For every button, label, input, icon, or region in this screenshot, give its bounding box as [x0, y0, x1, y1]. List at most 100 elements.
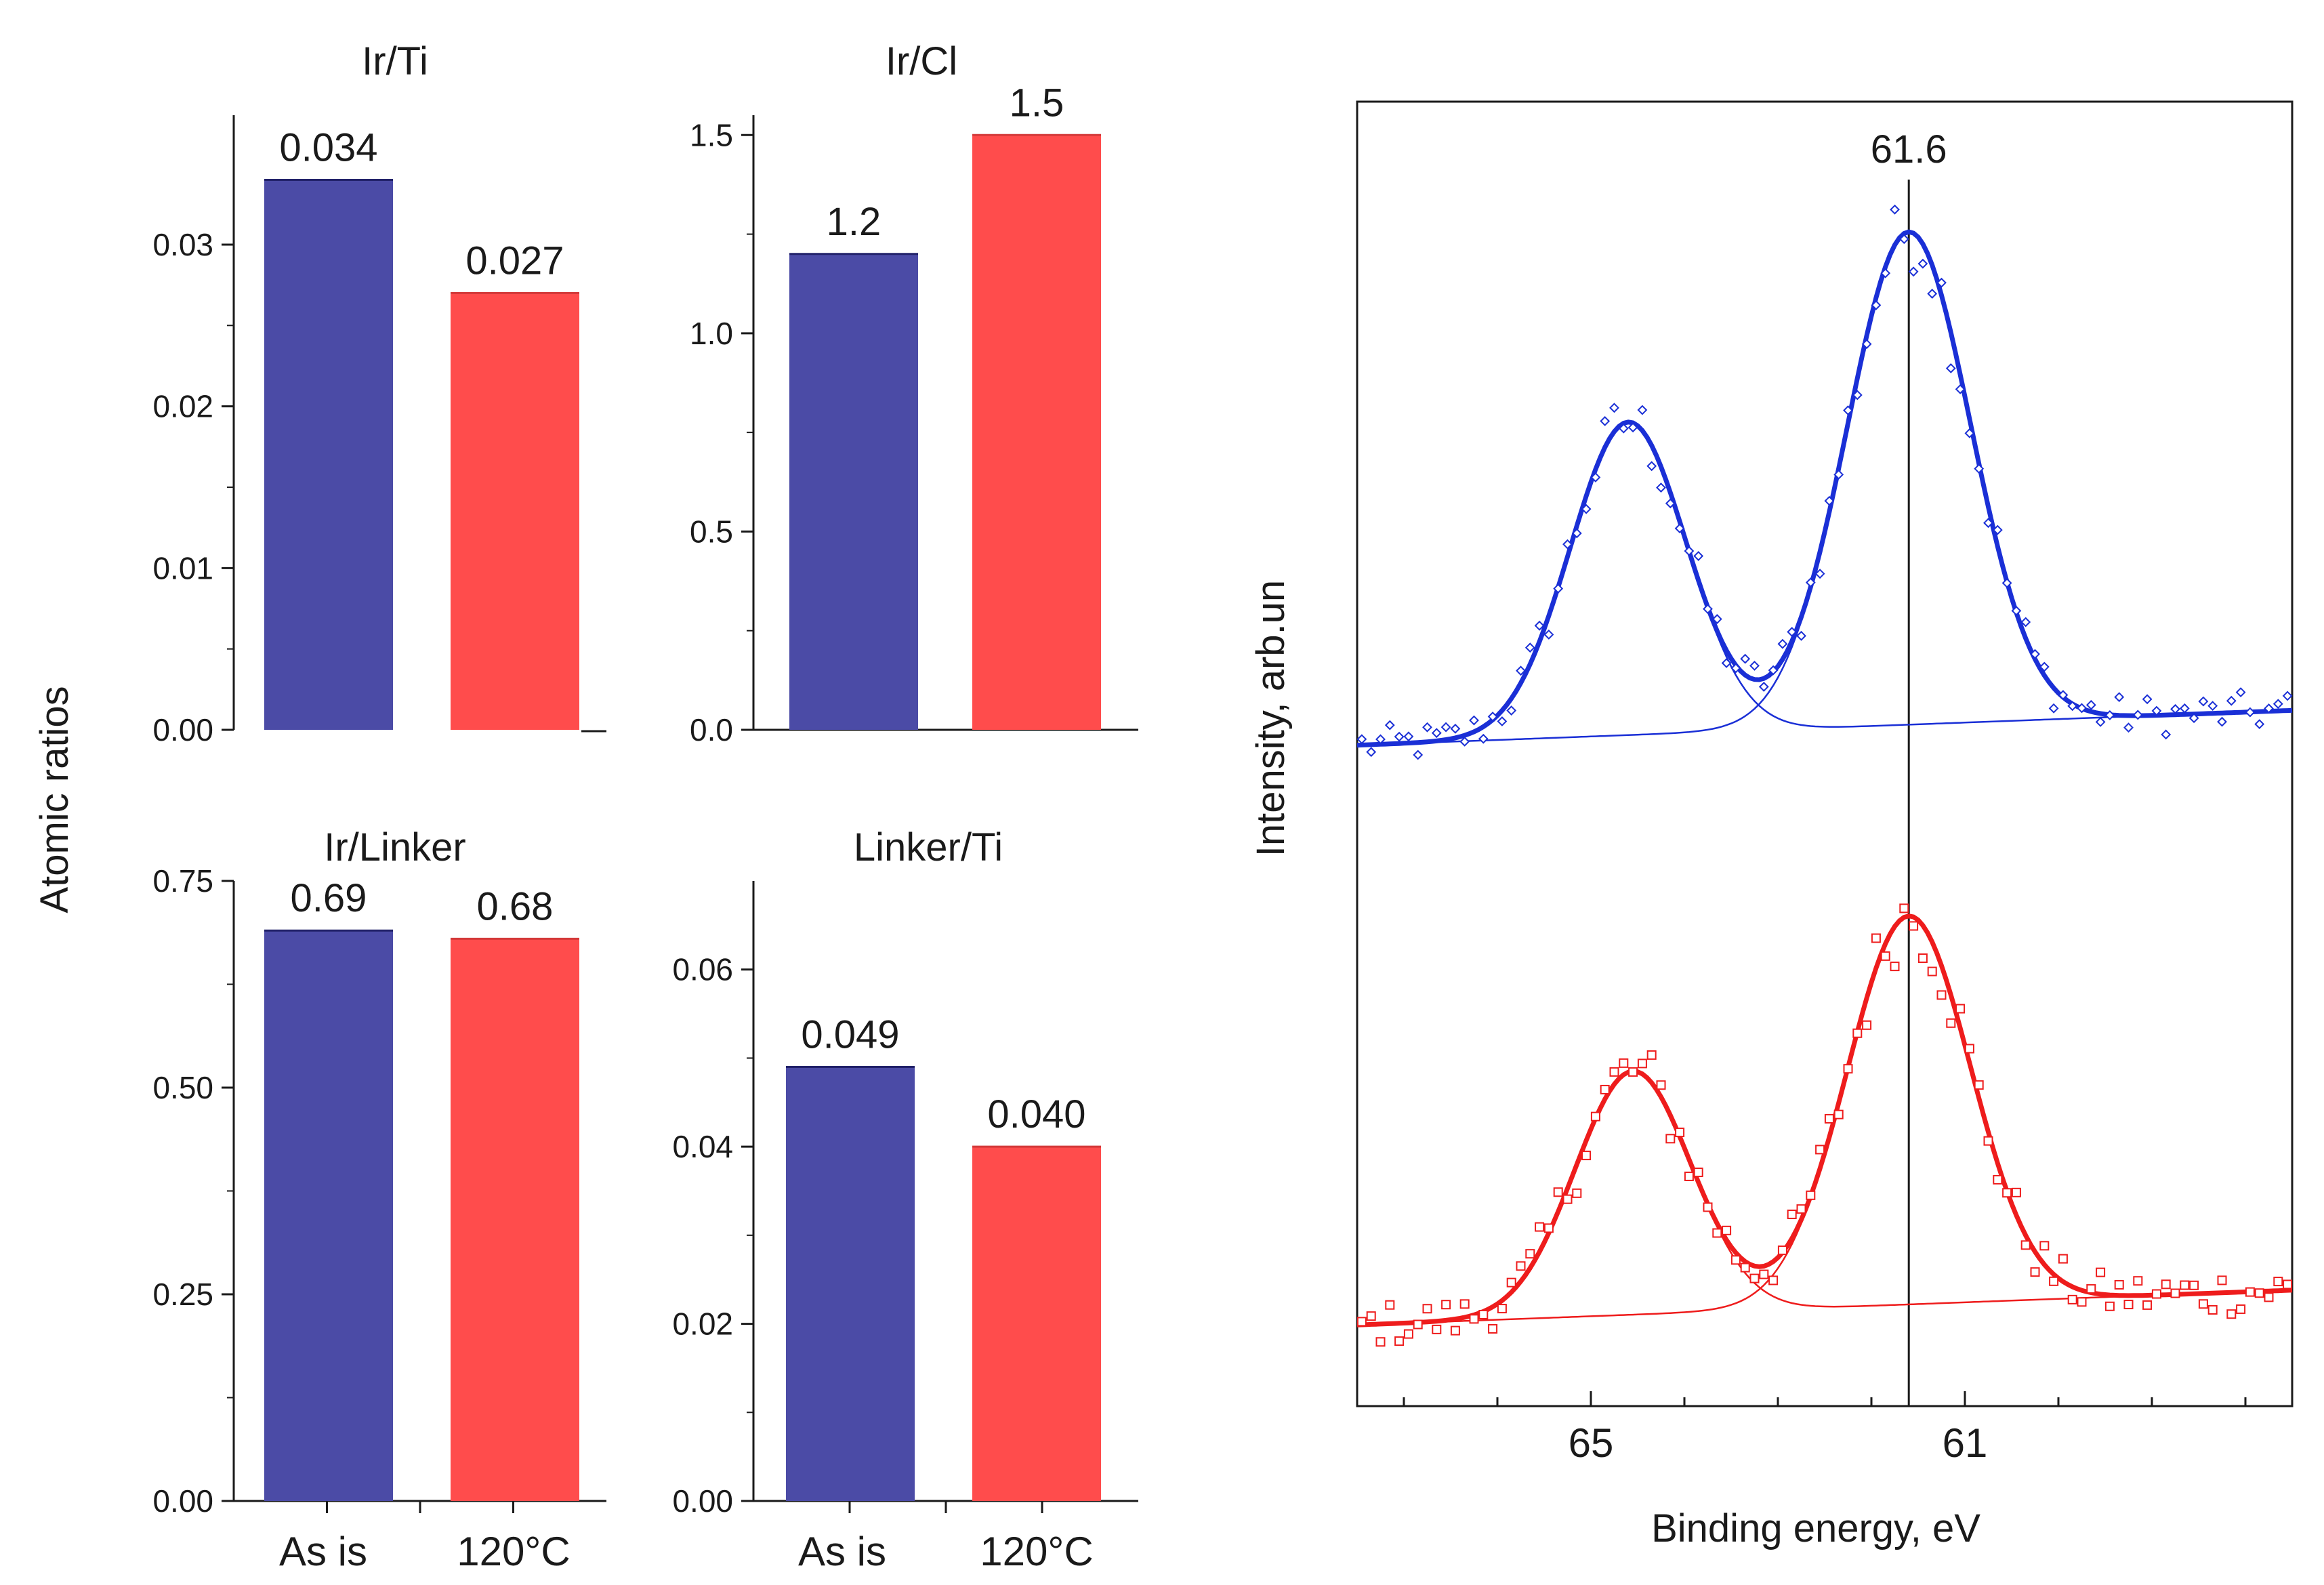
data-point	[1590, 1111, 1600, 1121]
data-point	[1450, 1325, 1460, 1336]
data-point	[2207, 1304, 2218, 1315]
data-point	[2132, 709, 2143, 720]
y-tick-label: 0.75	[152, 863, 213, 899]
data-point	[1749, 660, 1760, 671]
y-tick-label: 0.00	[152, 712, 213, 747]
data-point	[2198, 1299, 2208, 1309]
data-point	[2170, 1288, 2180, 1298]
data-point	[2067, 1294, 2077, 1304]
data-point	[1890, 962, 1900, 972]
data-point	[1581, 503, 1592, 514]
data-point	[2245, 1287, 2255, 1297]
data-point	[2254, 719, 2265, 730]
data-point	[2235, 687, 2246, 698]
data-point	[1422, 1304, 1432, 1314]
data-point	[1656, 482, 1666, 493]
data-point	[1992, 524, 2003, 535]
data-point	[2077, 1297, 2087, 1307]
category-label-as-is: As is	[798, 1529, 886, 1574]
data-point	[1543, 630, 1554, 640]
data-point	[1730, 663, 1741, 674]
data-point	[1441, 1300, 1451, 1310]
y-tick-label: 0.04	[672, 1129, 733, 1164]
data-point	[2058, 690, 2069, 701]
data-point	[1871, 300, 1882, 310]
data-point	[1656, 1080, 1666, 1090]
data-point	[1431, 728, 1442, 739]
data-point	[2151, 1289, 2161, 1299]
data-point	[1805, 577, 1816, 588]
data-point	[1553, 583, 1564, 594]
data-point	[1459, 1299, 1470, 1309]
data-point	[2030, 649, 2040, 659]
data-point	[1983, 518, 1993, 529]
data-point	[1562, 539, 1573, 550]
data-point	[1927, 289, 1938, 299]
data-point	[1543, 1223, 1554, 1233]
data-point	[2217, 716, 2227, 727]
y-tick-label: 0.25	[152, 1277, 213, 1312]
data-point	[1955, 1004, 1966, 1014]
data-point	[2189, 1280, 2199, 1290]
data-point	[2161, 729, 2172, 740]
data-point	[2142, 694, 2153, 705]
data-point	[1777, 638, 1788, 649]
data-point	[1824, 495, 1835, 506]
data-point	[1796, 630, 1806, 641]
data-point	[1898, 234, 1909, 245]
data-point	[2039, 661, 2050, 672]
data-point	[1394, 731, 1405, 742]
data-point	[2020, 1240, 2031, 1250]
data-point	[1637, 405, 1648, 415]
data-point	[1880, 268, 1891, 279]
data-point	[1721, 658, 1732, 668]
y-tick-label: 0.0	[690, 712, 733, 747]
data-point	[1628, 1067, 1638, 1077]
data-point	[1516, 1261, 1526, 1271]
data-point	[1581, 1151, 1592, 1161]
bar-value-label: 1.2	[827, 200, 881, 244]
bar-y-axis-title: Atomic ratios	[33, 686, 77, 913]
data-point	[1384, 720, 1395, 730]
y-tick-label: 0.5	[690, 514, 733, 549]
data-point	[2188, 713, 2199, 724]
data-point	[1768, 665, 1779, 676]
data-point	[1675, 1128, 1685, 1138]
data-point	[1955, 384, 1966, 394]
data-point	[2273, 699, 2283, 709]
xps-frame	[1356, 100, 2294, 1407]
data-point	[2049, 1276, 2059, 1286]
data-point	[1478, 1309, 1489, 1319]
data-point	[1993, 1174, 2003, 1185]
data-point	[1936, 990, 1947, 1000]
bar-value-label: 0.027	[465, 239, 564, 283]
data-point	[1890, 204, 1900, 215]
bar-panel-ir-cl: Ir/Cl 0.0 0.5 1.0 1.5 1.2 1.5	[690, 39, 1138, 747]
data-point	[1768, 1275, 1779, 1285]
data-point	[1627, 422, 1638, 433]
data-point	[1506, 1277, 1516, 1288]
data-point	[1693, 551, 1704, 561]
data-point	[2161, 1279, 2171, 1290]
x-tick-label: 61	[1943, 1420, 1988, 1466]
bar-panel-ir-linker: Ir/Linker 0.00 0.25 0.50 0.75 0.69 0.68	[152, 825, 606, 1519]
data-point	[1637, 1058, 1647, 1069]
data-point	[1777, 1246, 1787, 1256]
data-point	[1740, 1262, 1750, 1273]
component-peak-1	[1356, 1070, 2293, 1326]
y-tick-label: 0.00	[152, 1483, 213, 1519]
data-point	[1909, 921, 1919, 931]
data-point	[1899, 903, 1909, 913]
data-point	[1497, 716, 1508, 726]
data-point	[1730, 1255, 1741, 1265]
bar-as-is	[264, 180, 393, 730]
data-point	[1609, 403, 1619, 413]
data-point	[1936, 277, 1947, 288]
bar-120c	[972, 1147, 1101, 1501]
data-point	[1525, 1249, 1535, 1259]
data-point	[2273, 1277, 2283, 1287]
data-point	[2283, 1279, 2293, 1290]
bar-value-label: 0.049	[801, 1013, 899, 1057]
data-point	[2058, 1254, 2068, 1264]
data-point	[1403, 731, 1414, 742]
